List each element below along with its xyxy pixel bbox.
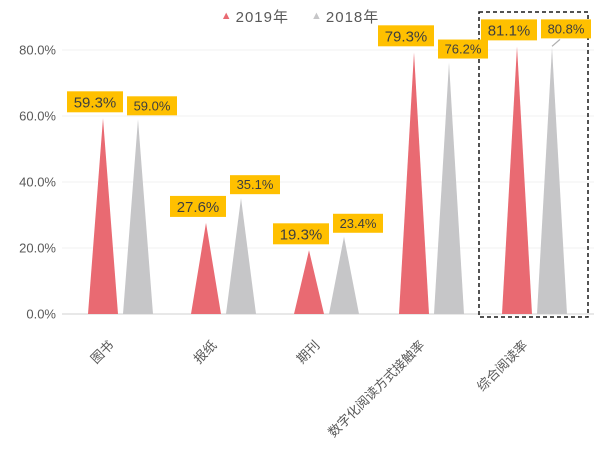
triangle-2019年-报纸 [191, 222, 221, 314]
data-label-2018年-期刊: 23.4% [340, 216, 377, 231]
triangle-2018年-报纸 [226, 198, 256, 314]
data-label-2019年-报纸: 27.6% [177, 199, 220, 216]
triangle-2019年-图书 [88, 118, 118, 314]
data-label-bg [67, 91, 123, 113]
legend-item-2018[interactable]: ▲ 2018年 [311, 6, 379, 27]
data-label-bg [481, 19, 537, 41]
data-label-2018年-数字化阅读方式接触率: 76.2% [445, 42, 482, 57]
data-label-bg [127, 96, 177, 116]
triangle-2018年-图书 [123, 119, 153, 314]
triangle-2019年-数字化阅读方式接触率 [399, 52, 429, 315]
x-category-label-综合阅读率: 综合阅读率 [474, 338, 531, 395]
label-leader-line [551, 38, 561, 47]
data-label-bg [230, 175, 280, 195]
x-category-label-图书: 图书 [88, 338, 117, 367]
triangle-2018年-期刊 [329, 236, 359, 314]
legend-label-2018: 2018年 [325, 9, 380, 26]
triangle-2018年-综合阅读率 [537, 47, 567, 315]
y-tick-label: 80.0% [19, 43, 56, 58]
data-label-bg [170, 195, 226, 217]
data-label-2018年-图书: 59.0% [134, 98, 171, 113]
data-label-2018年-报纸: 35.1% [237, 177, 274, 192]
triangle-2019年-综合阅读率 [502, 46, 532, 315]
data-label-bg [541, 19, 591, 39]
x-category-label-数字化阅读方式接触率: 数字化阅读方式接触率 [325, 338, 428, 441]
data-label-2018年-综合阅读率: 80.8% [548, 21, 585, 36]
triangle-marker-2018-icon: ▲ [311, 10, 322, 22]
y-tick-label: 60.0% [19, 109, 56, 124]
x-category-label-期刊: 期刊 [294, 338, 323, 367]
data-label-bg [273, 223, 329, 245]
legend-item-2019[interactable]: ▲ 2019年 [221, 6, 289, 27]
data-label-bg [438, 39, 488, 59]
legend-label-2019: 2019年 [235, 9, 289, 26]
data-label-2019年-综合阅读率: 81.1% [488, 22, 531, 39]
legend: ▲ 2019年 ▲ 2018年 [0, 6, 600, 27]
data-label-2019年-图书: 59.3% [74, 94, 117, 111]
highlight-dashed-box [478, 11, 589, 318]
data-label-bg [378, 25, 434, 47]
y-tick-label: 0.0% [26, 307, 56, 322]
triangle-marker-2019-icon: ▲ [220, 10, 232, 22]
x-category-label-报纸: 报纸 [191, 338, 220, 367]
data-label-2019年-期刊: 19.3% [280, 226, 323, 243]
y-tick-label: 40.0% [19, 175, 56, 190]
data-label-bg [333, 213, 383, 233]
data-label-2019年-数字化阅读方式接触率: 79.3% [385, 28, 428, 45]
triangle-2018年-数字化阅读方式接触率 [434, 62, 464, 314]
triangle-2019年-期刊 [294, 250, 324, 314]
y-tick-label: 20.0% [19, 241, 56, 256]
